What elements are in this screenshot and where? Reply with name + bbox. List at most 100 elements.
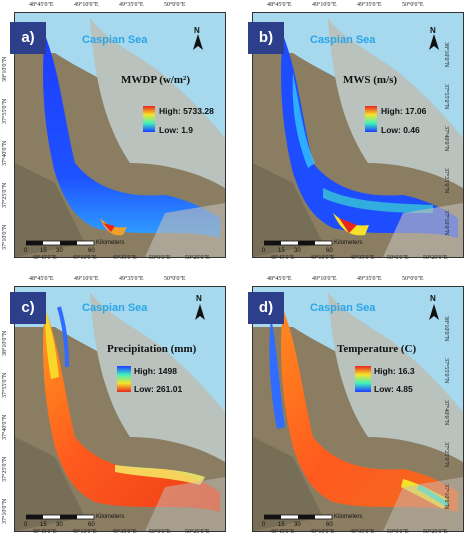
- north-label: N: [196, 294, 202, 303]
- lon-tick: 49°10'0"E: [312, 276, 337, 282]
- map-frame: [14, 286, 226, 532]
- scale-bar: [264, 514, 333, 520]
- lat-tick: 37°25'0"N: [442, 442, 449, 468]
- scale-unit: Kilometers: [334, 240, 363, 246]
- lon-tick: 50°25'0"E: [185, 529, 210, 535]
- lon-tick: 49°35'0"E: [350, 255, 375, 261]
- lon-tick: 50°0'0"E: [387, 255, 409, 261]
- map-frame: [252, 286, 464, 532]
- lat-tick: 37°55'0"N: [442, 84, 449, 110]
- north-arrow-icon: [195, 304, 205, 320]
- legend-low: Low: 4.85: [374, 384, 413, 394]
- legend-low: Low: 0.46: [381, 125, 420, 135]
- map-panel-mwdp: 48°45'0"E 49°10'0"E 49°35'0"E 50°0'0"E 4…: [2, 2, 227, 261]
- lat-tick: 37°55'0"N: [442, 358, 449, 384]
- legend-high: High: 16.3: [374, 366, 415, 376]
- legend-high: High: 5733.28: [159, 106, 214, 116]
- scale-value: 60: [88, 522, 95, 528]
- lon-tick: 48°45'0"E: [32, 255, 57, 261]
- lat-tick: 37°55'0"N: [2, 372, 8, 398]
- lon-tick: 49°35'0"E: [350, 529, 375, 535]
- scale-bar: [26, 240, 95, 246]
- legend-low: Low: 261.01: [134, 384, 183, 394]
- scale-value: 30: [294, 522, 301, 528]
- north-arrow-icon: [429, 304, 439, 320]
- lon-tick: 50°0'0"E: [149, 529, 171, 535]
- legend-colorbar: [117, 366, 131, 392]
- map-panel-mws: 48°45'0"E 49°10'0"E 49°35'0"E 50°0'0"E 4…: [242, 2, 465, 261]
- lon-tick: 49°10'0"E: [310, 529, 335, 535]
- lon-tick: 48°45'0"E: [270, 529, 295, 535]
- scale-value: 60: [326, 522, 333, 528]
- panel-letter: c): [10, 292, 46, 324]
- lon-tick: 48°45'0"E: [267, 276, 292, 282]
- scale-unit: Kilometers: [96, 240, 125, 246]
- lon-tick: 49°35'0"E: [112, 255, 137, 261]
- lon-tick: 49°35'0"E: [357, 2, 382, 8]
- lon-tick: 48°45'0"E: [29, 2, 54, 8]
- lon-tick: 50°0'0"E: [402, 2, 424, 8]
- lat-tick: 37°10'0"N: [2, 224, 8, 250]
- lat-tick: 37°55'0"N: [2, 98, 8, 124]
- scale-value: 15: [40, 522, 47, 528]
- lat-tick: 37°25'0"N: [2, 182, 8, 208]
- scale-value: 60: [326, 248, 333, 254]
- lon-tick: 49°10'0"E: [74, 2, 99, 8]
- scale-unit: Kilometers: [96, 514, 125, 520]
- map-panel-precipitation: 48°45'0"E 49°10'0"E 49°35'0"E 50°0'0"E 4…: [2, 276, 227, 535]
- panel-letter: b): [248, 22, 284, 54]
- lat-tick: 38°10'0"N: [2, 56, 8, 82]
- scale-value: 0: [262, 248, 266, 254]
- legend-colorbar: [365, 106, 377, 132]
- lon-tick: 49°35'0"E: [112, 529, 137, 535]
- lon-tick: 49°10'0"E: [310, 255, 335, 261]
- scale-bar: [264, 240, 333, 246]
- lon-tick: 50°25'0"E: [423, 529, 448, 535]
- scale-bar: [26, 514, 95, 520]
- map-panel-temperature: 48°45'0"E 49°10'0"E 49°35'0"E 50°0'0"E 4…: [242, 276, 465, 535]
- scale-value: 30: [56, 522, 63, 528]
- lon-tick: 50°0'0"E: [164, 2, 186, 8]
- scale-value: 0: [24, 248, 28, 254]
- caspian-sea-label: Caspian Sea: [310, 302, 376, 314]
- lat-tick: 37°25'0"N: [442, 168, 449, 194]
- panel-letter: a): [10, 22, 46, 54]
- map-mwdp: [15, 13, 225, 257]
- lat-tick: 37°25'0"N: [2, 456, 8, 482]
- map-title: Temperature (C): [337, 343, 417, 355]
- lon-tick: 50°0'0"E: [387, 529, 409, 535]
- lon-tick: 49°35'0"E: [119, 276, 144, 282]
- north-arrow-icon: [429, 34, 439, 50]
- lon-tick: 50°0'0"E: [164, 276, 186, 282]
- lat-tick: 37°40'0"N: [2, 140, 8, 166]
- lon-tick: 48°45'0"E: [32, 529, 57, 535]
- scale-value: 15: [40, 248, 47, 254]
- caspian-sea-label: Caspian Sea: [310, 34, 376, 46]
- lat-tick: 37°10'0"N: [442, 210, 449, 236]
- scale-unit: Kilometers: [334, 514, 363, 520]
- scale-value: 0: [262, 522, 266, 528]
- legend-low: Low: 1.9: [159, 125, 194, 135]
- caspian-sea-label: Caspian Sea: [82, 302, 148, 314]
- scale-value: 60: [88, 248, 95, 254]
- map-title: MWS (m/s): [343, 74, 398, 86]
- map-precipitation: [15, 287, 225, 531]
- north-arrow-icon: [193, 34, 203, 50]
- north-label: N: [430, 294, 436, 303]
- map-frame: [14, 12, 226, 258]
- lat-tick: 37°40'0"N: [442, 400, 449, 426]
- lon-tick: 50°0'0"E: [149, 255, 171, 261]
- lon-tick: 50°0'0"E: [402, 276, 424, 282]
- map-title: Precipitation (mm): [107, 343, 197, 355]
- legend-high: High: 17.06: [381, 106, 427, 116]
- lon-tick: 49°10'0"E: [312, 2, 337, 8]
- lon-tick: 48°45'0"E: [270, 255, 295, 261]
- lon-tick: 49°10'0"E: [74, 276, 99, 282]
- lat-tick: 37°10'0"N: [442, 484, 449, 510]
- north-label: N: [430, 26, 436, 35]
- scale-value: 30: [56, 248, 63, 254]
- lon-tick: 49°10'0"E: [72, 255, 97, 261]
- lon-tick: 48°45'0"E: [267, 2, 292, 8]
- lon-tick: 49°10'0"E: [72, 529, 97, 535]
- scale-value: 15: [278, 522, 285, 528]
